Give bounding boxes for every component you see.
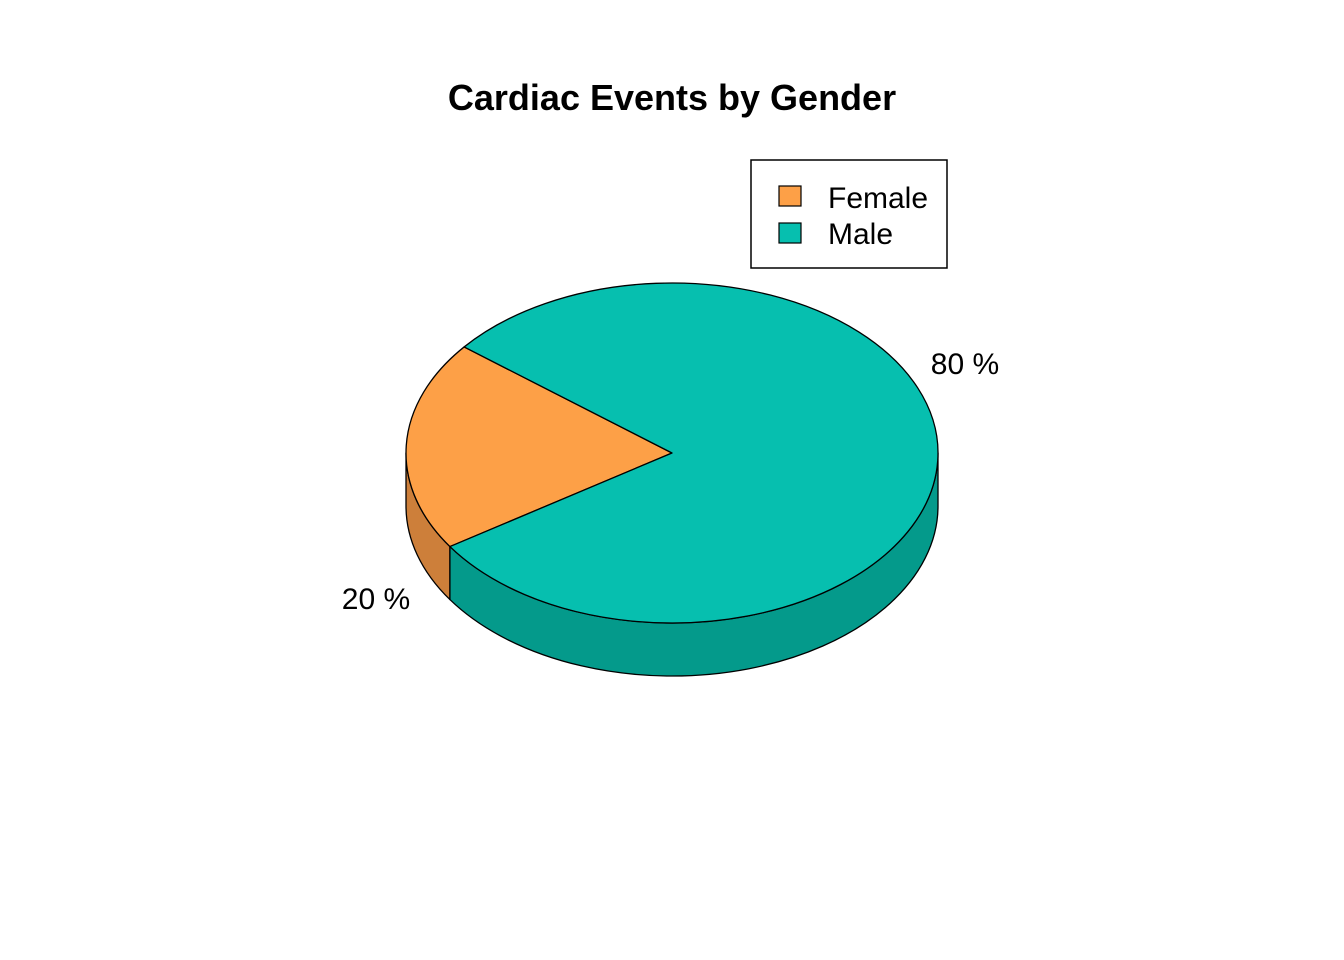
legend-swatch-female (778, 185, 802, 207)
slice-label-female: 20 % (342, 583, 410, 616)
legend-label-female: Female (828, 182, 928, 215)
chart-title: Cardiac Events by Gender (448, 77, 896, 118)
legend: Female Male (750, 159, 948, 269)
pie-slice-female (405, 346, 673, 548)
legend-swatch-male (778, 222, 802, 244)
legend-label-male: Male (828, 218, 893, 251)
pie-top (405, 282, 939, 624)
pie-slice-male (449, 282, 939, 624)
legend-box (750, 159, 948, 269)
slice-label-male: 80 % (931, 348, 999, 381)
